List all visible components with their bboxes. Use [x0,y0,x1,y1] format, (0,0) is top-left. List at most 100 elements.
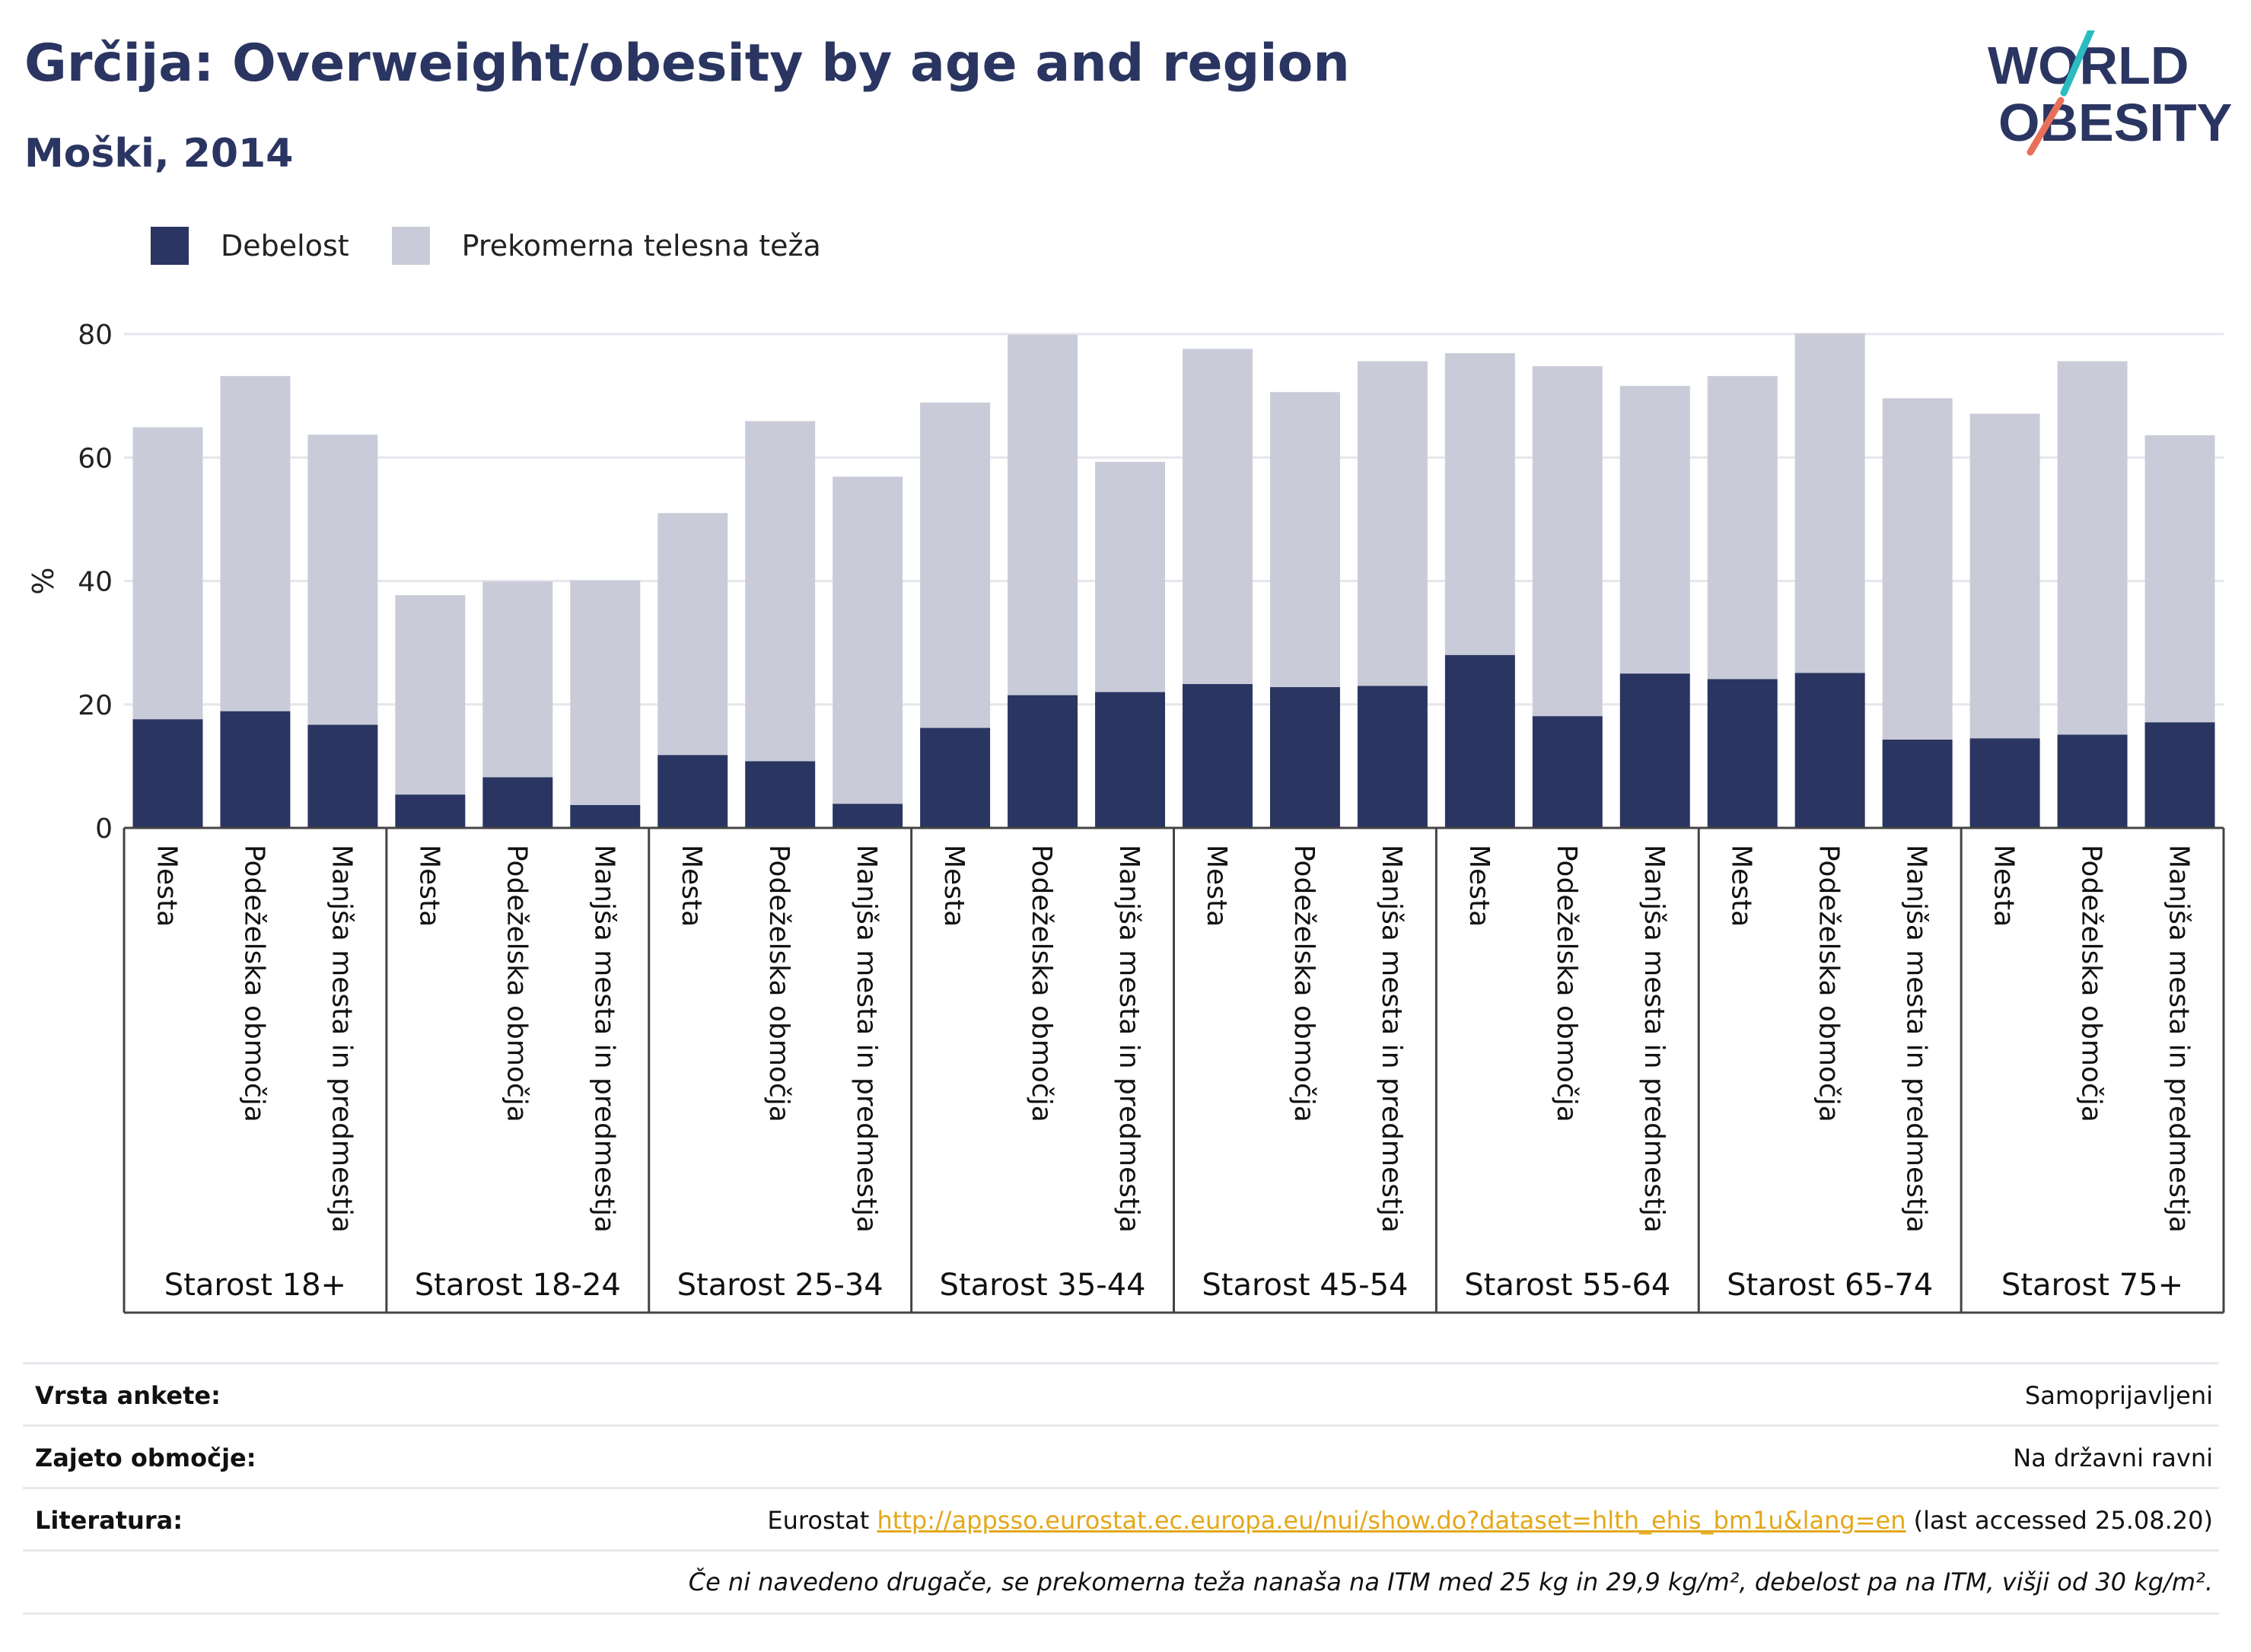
x-tick-label: Podeželska območja [763,845,794,1122]
meta-key-survey: Vrsta ankete: [35,1381,221,1410]
group-label: Starost 65-74 [1727,1268,1933,1303]
bar-overweight [1619,386,1690,674]
x-tick-label: Manjša mesta in predmestja [2163,845,2195,1233]
bar-overweight [1707,376,1778,680]
group-label: Starost 55-64 [1464,1268,1670,1303]
bar-obesity [2057,734,2128,828]
stacked-bar-chart: 0 20 40 60 80% Mesta Podeželska območja Manjša … [27,320,2225,1314]
bar-overweight [1357,361,1428,686]
y-axis-label: % [27,567,60,594]
meta-row-footnote: Če ni navedeno drugače, se prekomerna te… [23,1549,2219,1615]
bar-obesity [1882,739,1953,828]
world-obesity-logo: WORLD OBESITY [1988,30,2232,156]
bar-obesity [1707,679,1778,828]
x-tick-label: Manjša mesta in predmestja [1113,845,1145,1233]
y-tick-label: 80 [78,320,113,351]
x-tick-label: Mesta [676,845,707,927]
bar-obesity [1008,695,1078,828]
bar-overweight [745,421,816,762]
bar-obesity [745,761,816,828]
bar-overweight [307,434,378,725]
legend-swatch-obesity [151,227,189,265]
x-tick-label: Mesta [413,845,444,927]
bar-overweight [2057,361,2128,735]
x-tick-label: Manjša mesta in predmestja [851,845,882,1233]
meta-row-survey: Vrsta ankete: Samoprijavljeni [23,1362,2219,1427]
bar-obesity [307,724,378,828]
x-tick-label: Podeželska območja [1026,845,1057,1122]
bar-obesity [1269,687,1340,828]
y-tick-label: 40 [78,567,113,598]
chart-legend: Debelost Prekomerna telesna teža [151,225,864,266]
x-tick-label: Manjša mesta in predmestja [1901,845,1932,1233]
x-tick-label: Podeželska območja [1288,845,1320,1122]
bar-overweight [1095,461,1166,692]
x-tick-label: Manjša mesta in predmestja [1376,845,1407,1233]
bar-overweight [833,476,903,804]
group-label: Starost 18-24 [415,1268,621,1303]
bar-overweight [1444,353,1515,655]
meta-row-reference: Literatura: Eurostat http://appsso.euros… [23,1487,2219,1552]
bar-overweight [395,595,466,795]
bar-overweight [1008,334,1078,695]
meta-row-coverage: Zajeto območje: Na državni ravni [23,1424,2219,1489]
x-tick-label: Podeželska območja [501,845,532,1122]
x-tick-label: Podeželska območja [1551,845,1582,1122]
logo-slash-teal [2060,30,2095,97]
bar-overweight [2144,435,2215,723]
footnote: Če ni navedeno drugače, se prekomerna te… [688,1568,2213,1596]
x-tick-label: Mesta [1726,845,1757,927]
y-tick-label: 60 [78,443,113,474]
x-tick-label: Mesta [151,845,182,927]
bar-obesity [1969,738,2040,828]
bar-overweight [1182,349,1253,684]
legend-label-obesity: Debelost [221,229,349,263]
x-tick-label: Manjša mesta in predmestja [588,845,619,1233]
meta-value-coverage: Na državni ravni [2013,1444,2213,1472]
y-tick-label: 20 [78,690,113,721]
x-tick-label: Mesta [1988,845,2020,927]
bar-obesity [1182,683,1253,828]
bar-obesity [1532,716,1603,828]
bar-overweight [220,376,291,711]
bar-obesity [395,794,466,828]
group-label: Starost 35-44 [940,1268,1146,1303]
bar-overweight [1882,398,1953,740]
bar-overweight [1532,366,1603,717]
bar-overweight [1969,413,2040,739]
meta-key-coverage: Zajeto območje: [35,1444,256,1472]
bar-overweight [132,427,203,720]
legend-swatch-overweight [391,227,430,265]
x-tick-label: Mesta [1463,845,1495,927]
meta-value-reference: Eurostat http://appsso.eurostat.ec.europ… [767,1506,2219,1535]
legend-label-overweight: Prekomerna telesna teža [461,229,821,263]
bar-overweight [657,513,728,756]
page-subtitle: Moški, 2014 [24,131,294,177]
bar-overweight [920,403,991,728]
page-title: Grčija: Overweight/obesity by age and re… [24,33,1350,94]
bar-obesity [2144,722,2215,828]
bar-obesity [920,727,991,828]
logo-slash-coral [2027,97,2065,156]
bar-overweight [482,581,553,778]
bar-obesity [657,755,728,828]
reference-link[interactable]: http://appsso.eurostat.ec.europa.eu/nui/… [877,1506,1906,1535]
bar-overweight [1269,392,1340,688]
x-tick-label: Manjša mesta in predmestja [1638,845,1670,1233]
bar-obesity [1444,654,1515,828]
bar-obesity [1794,673,1865,828]
x-tick-label: Podeželska območja [1813,845,1845,1122]
group-label: Starost 18+ [164,1268,346,1303]
bar-obesity [1619,673,1690,828]
bar-obesity [833,804,903,828]
meta-key-reference: Literatura: [35,1506,183,1535]
bar-obesity [1095,692,1166,828]
reference-suffix: (last accessed 25.08.20) [1906,1506,2213,1535]
reference-prefix: Eurostat [767,1506,877,1535]
bar-obesity [132,719,203,828]
bar-obesity [482,777,553,828]
bar-obesity [1357,686,1428,828]
y-tick-label: 0 [95,813,113,845]
x-tick-label: Podeželska območja [2076,845,2107,1122]
bar-obesity [220,711,291,828]
